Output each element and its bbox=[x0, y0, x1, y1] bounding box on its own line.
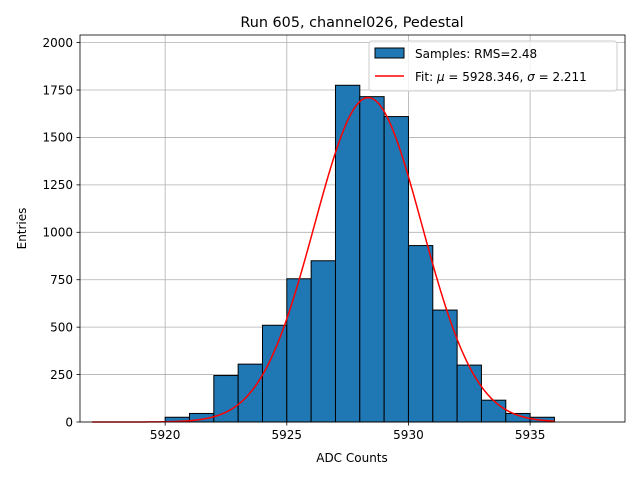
legend-histogram-swatch bbox=[374, 47, 405, 59]
histogram-bar bbox=[286, 278, 312, 423]
y-tick-label: 1750 bbox=[42, 83, 73, 97]
y-tick-label: 1000 bbox=[42, 226, 73, 240]
histogram-bar bbox=[359, 96, 385, 423]
histogram-bar bbox=[480, 399, 507, 423]
histogram-bar bbox=[456, 364, 482, 423]
y-tick-label: 750 bbox=[50, 273, 73, 287]
x-tick-label: 5920 bbox=[150, 428, 181, 442]
legend-histogram-label: Samples: RMS=2.48 bbox=[415, 47, 537, 61]
y-tick-label: 0 bbox=[65, 415, 73, 429]
x-axis-label: ADC Counts bbox=[316, 451, 388, 465]
histogram-bar bbox=[383, 116, 409, 423]
histogram-bar bbox=[310, 260, 336, 423]
axes-frame bbox=[79, 34, 626, 423]
chart-title: Run 605, channel026, Pedestal bbox=[240, 15, 463, 31]
legend-fit-label: Fit: μ = 5928.346, σ = 2.211 bbox=[415, 70, 587, 84]
histogram-bar bbox=[334, 84, 361, 423]
histogram-bar bbox=[407, 245, 434, 423]
legend-frame bbox=[368, 40, 618, 92]
y-tick-label: 1500 bbox=[42, 131, 73, 145]
y-tick-label: 1250 bbox=[42, 178, 73, 192]
y-tick-label: 500 bbox=[50, 320, 73, 334]
plot-area: 5920 5925 5930 5935 0 250 500 750 1000 1250 1500 17… bbox=[42, 34, 626, 442]
y-axis-label: Entries bbox=[15, 208, 29, 250]
y-tick-label: 250 bbox=[50, 368, 73, 382]
legend: Samples: RMS=2.48 Fit: μ = 5928.346, σ =… bbox=[368, 40, 618, 92]
histogram-bar bbox=[261, 324, 288, 423]
x-tick-label: 5930 bbox=[393, 428, 424, 442]
x-tick-label: 5935 bbox=[515, 428, 546, 442]
x-tick-label: 5925 bbox=[272, 428, 303, 442]
y-tick-label: 2000 bbox=[42, 36, 73, 50]
histogram-bar bbox=[432, 309, 458, 423]
